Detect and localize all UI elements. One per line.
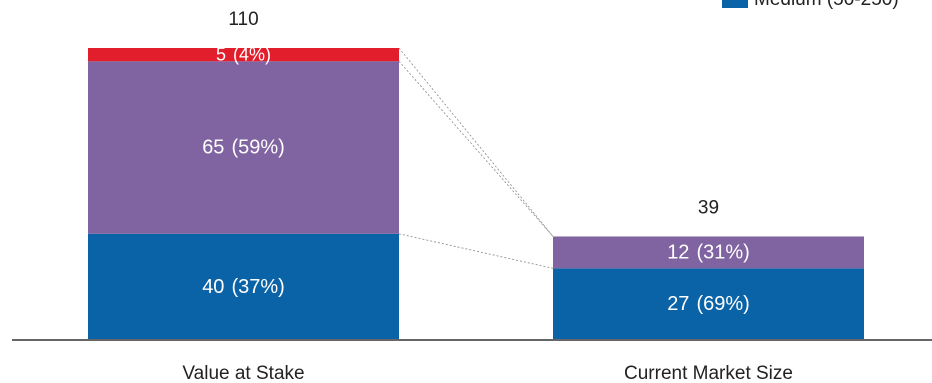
connector-line-1 [398,233,554,269]
bar-segment-3-1 [88,48,399,62]
bar-segment-2-1 [88,61,399,234]
segment-label-1-1: 40 (37%) [202,276,285,298]
connector-line-3 [398,47,554,237]
segment-label-1-2: 27 (69%) [667,293,750,315]
total-label-1: 110 [228,9,258,30]
bar-segment-2-2 [553,236,864,269]
segment-label-2-2: 12 (31%) [667,242,750,264]
total-label-2: 39 [698,197,719,218]
bar-segment-1-1 [88,233,399,340]
segment-label-3-1: 5 (4%) [216,44,271,64]
segment-label-2-1: 65 (59%) [202,137,285,159]
category-label-1: Value at Stake [182,363,304,383]
legend: Medium (50-250) [722,0,899,10]
bar-segment-1-2 [553,268,864,340]
legend-swatch-medium [722,0,748,8]
legend-label-medium: Medium (50-250) [754,0,899,11]
category-label-2: Current Market Size [624,363,793,383]
connector-line-2 [398,61,554,237]
